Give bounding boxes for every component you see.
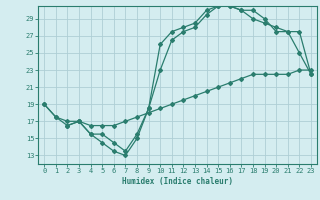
X-axis label: Humidex (Indice chaleur): Humidex (Indice chaleur)	[122, 177, 233, 186]
